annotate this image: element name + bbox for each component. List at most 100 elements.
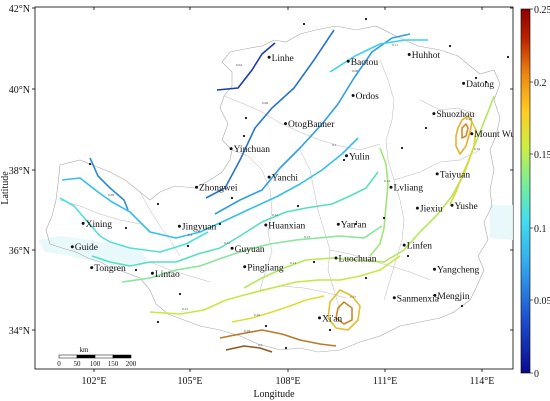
city-marker: [435, 172, 439, 176]
contour-label: 0.13: [304, 235, 310, 239]
colorbar-label: 0.2: [534, 78, 547, 89]
x-tick-label: 105°E: [177, 376, 202, 387]
city-marker: [336, 222, 340, 226]
y-tick-label: 34°N: [9, 326, 30, 337]
scale-bar-label: 0: [57, 360, 61, 368]
contour-0.16-wutai: [449, 117, 477, 205]
contour-label: 0.14: [384, 179, 390, 183]
scale-bar-unit: km: [80, 346, 90, 354]
city-label: Guyuan: [235, 245, 265, 255]
contour-0.16: [231, 295, 325, 323]
contour-0.14-east: [369, 147, 389, 257]
colorbar-label: 0.05: [534, 296, 550, 307]
scale-bar: km 0 50 100 150 200: [57, 346, 137, 368]
city-markers: [70, 53, 474, 320]
y-tick-label: 42°N: [9, 4, 30, 15]
city-label: Guide: [75, 243, 98, 253]
city-label: Xi'an: [322, 314, 342, 324]
city-label: Jingyuan: [182, 223, 217, 233]
contour-label: 0.15: [182, 307, 188, 311]
contour-label: 0.14: [290, 261, 296, 265]
city-label: Yushe: [455, 202, 478, 212]
contour-0.1: [61, 137, 359, 239]
city-label: Shuozhou: [436, 110, 474, 120]
contour-label: 0.09: [108, 193, 114, 197]
city-marker: [334, 256, 338, 260]
contour-label: 0.08: [352, 69, 358, 73]
contour-0.12: [91, 171, 379, 267]
city-marker: [470, 132, 474, 136]
city-marker: [70, 245, 74, 249]
city-label: Linfen: [407, 241, 433, 252]
colorbar-label: 0.15: [534, 150, 550, 161]
contour-label: 0.16: [474, 147, 480, 151]
region-outline: [45, 25, 501, 353]
city-marker: [450, 203, 454, 207]
x-tick-label: 114°E: [470, 376, 495, 387]
x-axis-title: Longitude: [253, 389, 295, 400]
contour-label: 0.2: [258, 343, 263, 347]
city-marker: [90, 266, 94, 270]
contour-label: 0.11: [224, 241, 230, 245]
contour-label: 0.17: [350, 295, 356, 299]
colorbar-label: 0: [534, 369, 539, 380]
city-label: Datong: [466, 80, 494, 90]
city-marker: [284, 122, 287, 126]
contour-label: 0.04: [236, 63, 242, 67]
contour-label: 0.1: [188, 233, 193, 237]
city-label: Huanxian: [268, 222, 305, 232]
y-axis-title: Latitude: [0, 171, 11, 205]
scale-bar-label: 200: [126, 360, 137, 368]
colorbar-gradient: [520, 8, 531, 374]
city-label: Luochuan: [339, 255, 377, 265]
city-label: Yulin: [349, 152, 370, 162]
contour-0.2-wutai: [461, 123, 469, 139]
city-labels: Linhe Baotou Huhhot Datong OtogBanner Ordos Sh…: [75, 51, 513, 324]
contour-label: 0.11: [392, 43, 398, 47]
city-label: Yan'an: [341, 221, 367, 231]
city-label: Yinchuan: [234, 145, 271, 155]
city-marker: [267, 55, 271, 59]
city-marker: [81, 221, 85, 225]
contour-0.11-north: [329, 39, 428, 73]
contour-0.04: [216, 42, 276, 91]
y-tick-label: 38°N: [9, 166, 30, 177]
city-marker: [392, 296, 396, 300]
city-label: Zhongwei: [199, 184, 238, 194]
city-marker: [433, 293, 437, 297]
map-content: 0.04 0.06 0.08 0.1 0.11 0.09 0.1 0.11 0.…: [38, 17, 513, 368]
city-label: Jiexiu: [420, 205, 443, 215]
contour-0.06: [205, 29, 335, 199]
city-marker: [351, 94, 355, 97]
y-axis: [32, 7, 513, 331]
contour-labels: 0.04 0.06 0.08 0.1 0.11 0.09 0.1 0.11 0.…: [108, 43, 480, 347]
contour-lines: [59, 29, 495, 353]
contour-0.18-wutai: [455, 115, 473, 155]
city-marker: [407, 53, 411, 56]
city-marker: [433, 267, 436, 271]
city-marker: [267, 175, 271, 179]
shading-west: [38, 236, 150, 266]
city-marker: [432, 112, 436, 116]
city-label: Ordos: [356, 92, 380, 102]
city-marker: [243, 265, 247, 269]
contour-label: 0.12: [272, 213, 278, 217]
contour-label: 0.18: [466, 117, 472, 121]
city-marker: [264, 223, 268, 227]
contour-0.15: [149, 255, 401, 315]
colorbar: 0.25 0.2 0.15 0.1 0.05 0: [520, 5, 550, 380]
province-borders: [59, 59, 481, 311]
city-marker: [462, 81, 466, 85]
city-label: OtogBanner: [288, 120, 335, 130]
x-tick-label: 111°E: [373, 376, 397, 387]
city-label: Linhe: [272, 54, 294, 64]
y-tick-label: 36°N: [9, 246, 30, 257]
city-label: Sanmenxia: [397, 294, 440, 304]
contour-0.18-south: [219, 329, 337, 347]
city-label: Yanchi: [272, 174, 299, 184]
colorbar-label: 0.25: [534, 5, 550, 16]
city-label: Lvliang: [394, 184, 424, 194]
city-marker: [195, 185, 198, 189]
shading-east: [490, 205, 513, 240]
